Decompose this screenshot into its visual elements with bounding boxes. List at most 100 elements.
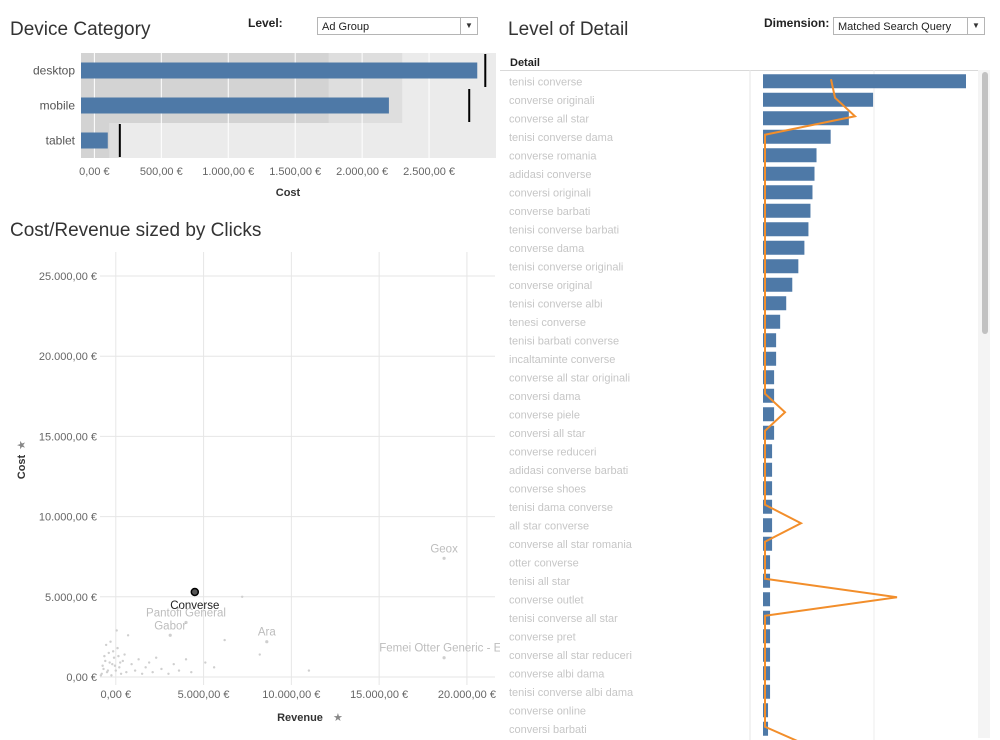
detail-row-label: converse online [509, 705, 586, 717]
detail-bar [763, 592, 771, 607]
scatter-point [223, 638, 226, 642]
detail-row-label: converse all star romania [509, 539, 633, 551]
detail-row-label: tenisi converse originali [509, 261, 623, 273]
detail-bar [763, 351, 777, 366]
scatter-point [108, 661, 111, 664]
detail-row-label: conversi originali [509, 187, 591, 199]
scatter-point [172, 662, 175, 666]
scatter-point-highlight [190, 587, 200, 597]
scatter-point [118, 661, 122, 664]
bar-mobile [81, 97, 389, 114]
scatter-point [102, 667, 105, 671]
detail-row-label: converse albi dama [509, 668, 605, 680]
y-tick-label: 15.000,00 € [39, 431, 97, 443]
bar-desktop [81, 62, 478, 79]
detail-bar [763, 684, 771, 699]
scatter-point [212, 666, 216, 669]
category-label: desktop [33, 64, 75, 78]
detail-row-label: tenisi converse dama [509, 132, 614, 144]
scatter-point [160, 667, 163, 671]
x-tick-label: 1.500,00 € [269, 166, 321, 178]
y-tick-label: 20.000,00 € [39, 351, 97, 363]
scatter-point [104, 643, 108, 647]
detail-row-label: converse barbati [509, 206, 590, 218]
scatter-point [112, 656, 116, 659]
point-label: Ara [258, 627, 277, 639]
detail-row-label: conversi barbati [509, 724, 587, 736]
scatter-point [113, 664, 117, 667]
detail-bar [763, 647, 771, 662]
scatter-point [144, 666, 147, 669]
detail-row-label: converse all star reduceri [509, 650, 632, 662]
detail-bar [763, 536, 773, 551]
x-axis-title: Revenue [277, 712, 323, 724]
scatter-point [184, 620, 188, 625]
dimension-label: Dimension: [764, 16, 830, 30]
x-tick-label: 2.000,00 € [336, 166, 388, 178]
detail-row-label: incaltaminte converse [509, 354, 615, 366]
scatter-point [121, 659, 125, 663]
chevron-down-icon: ▼ [460, 18, 477, 34]
bar-tablet [81, 132, 108, 149]
detail-row-label: converse piele [509, 409, 580, 421]
scatter-point [114, 669, 118, 672]
detail-row-label: conversi dama [509, 391, 581, 403]
detail-bar [763, 518, 773, 533]
device-category-title: Device Category [10, 19, 151, 40]
scatter-point [151, 670, 154, 674]
point-label: Femei Otter Generic - EX [379, 643, 500, 655]
detail-bar [763, 407, 775, 422]
scrollbar-thumb[interactable] [982, 72, 988, 334]
scatter-point [190, 670, 193, 674]
level-dropdown[interactable]: Ad Group ▼ [317, 17, 478, 35]
level-dropdown-value: Ad Group [322, 21, 370, 33]
detail-row-label: tenisi converse albi [509, 298, 603, 310]
detail-row-label: adidasi converse [509, 169, 592, 181]
detail-bar [763, 240, 805, 255]
detail-bar [763, 92, 874, 107]
detail-bar [763, 481, 773, 496]
scatter-point [147, 661, 151, 664]
detail-bar [763, 333, 777, 348]
detail-row-label: tenisi converse barbati [509, 224, 619, 236]
detail-bar [763, 721, 769, 736]
scatter-point [115, 629, 118, 632]
detail-bar [763, 222, 809, 237]
detail-row-label: converse pret [509, 631, 576, 643]
detail-row-label: converse outlet [509, 594, 584, 606]
level-label: Level: [248, 16, 283, 30]
detail-row-label: tenesi converse [509, 317, 586, 329]
dimension-dropdown[interactable]: Matched Search Query ▼ [833, 17, 985, 35]
detail-bar [763, 629, 771, 644]
detail-row-label: converse dama [509, 243, 585, 255]
category-label: mobile [40, 99, 76, 113]
detail-column-header: Detail [510, 57, 540, 69]
scatter-point [154, 656, 158, 659]
scatter-point [125, 670, 128, 674]
detail-row-label: converse reduceri [509, 446, 596, 458]
detail-bar [763, 277, 793, 292]
scatter-point [140, 672, 144, 675]
scatter-point [204, 661, 207, 664]
scatter-point [110, 674, 113, 677]
scatter-point [258, 653, 261, 656]
detail-row-label: all star converse [509, 520, 589, 532]
scatter-point [99, 674, 103, 677]
detail-row-label: converse all star originali [509, 372, 630, 384]
scatter-point [241, 595, 244, 598]
cost-revenue-scatter-chart: 0,00 € 5.000,00 € 10.000,00 € 15.000,00 € 20… [16, 252, 500, 724]
pin-icon: ★ [16, 440, 28, 450]
scatter-point [118, 666, 121, 669]
level-of-detail-title: Level of Detail [508, 19, 629, 40]
detail-bar [763, 185, 813, 200]
scatter-point [104, 659, 107, 663]
detail-row-label: tenisi dama converse [509, 502, 613, 514]
x-tick-label: 1.000,00 € [202, 166, 254, 178]
scatter-title: Cost/Revenue sized by Clicks [10, 220, 262, 241]
category-label: tablet [46, 134, 76, 148]
scatter-point [107, 651, 110, 655]
scatter-point [109, 640, 112, 643]
y-axis-title: Cost [16, 454, 28, 479]
detail-bar [763, 129, 831, 144]
detail-row-label: conversi all star [509, 428, 586, 440]
